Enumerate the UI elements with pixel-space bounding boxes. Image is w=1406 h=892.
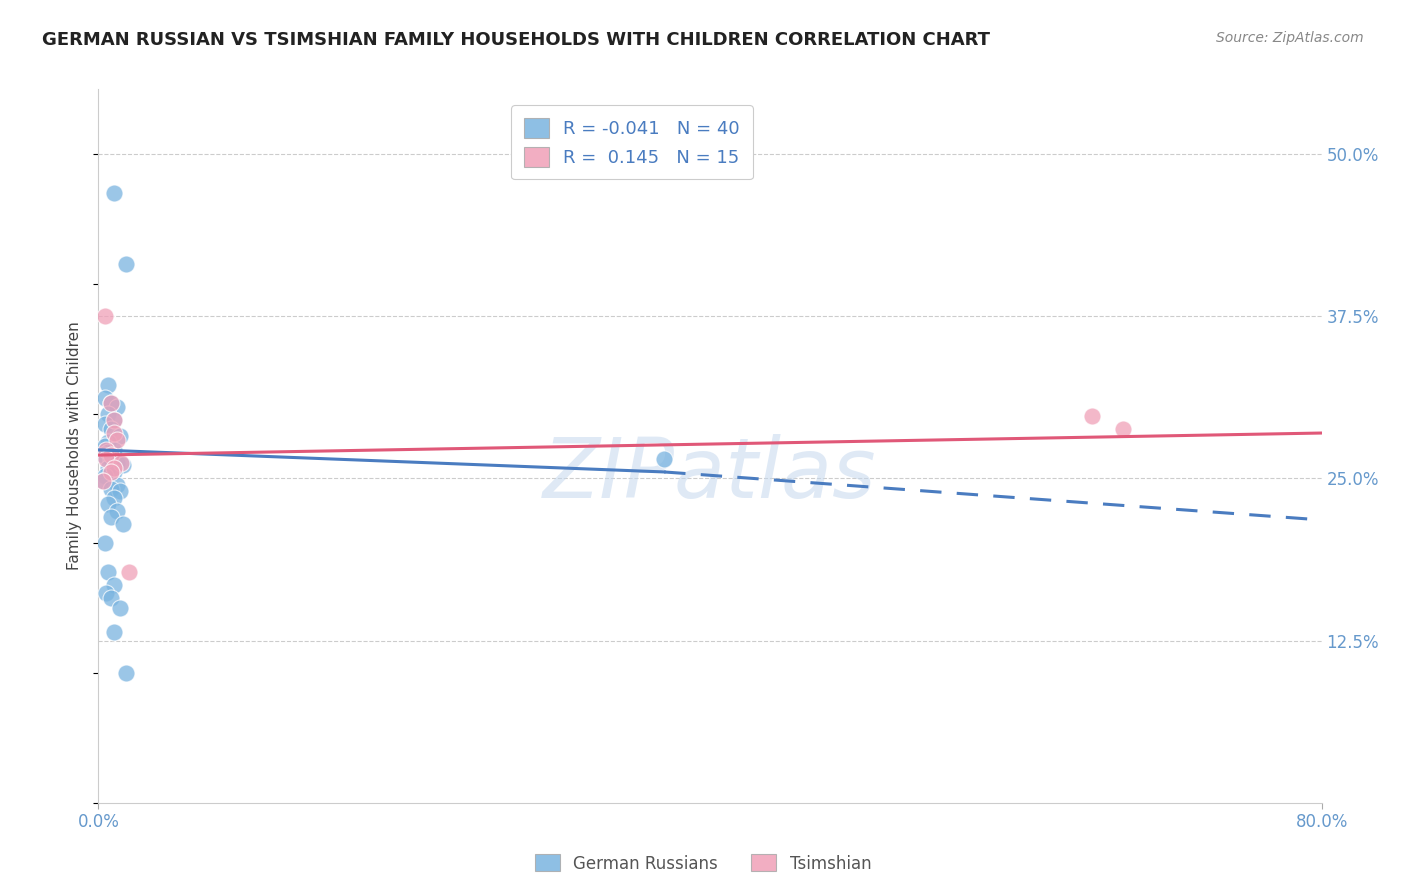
Point	[111, 458, 134, 473]
Point	[652, 452, 675, 467]
Point	[100, 422, 122, 436]
Point	[103, 491, 125, 505]
Point	[105, 433, 128, 447]
Point	[103, 461, 125, 475]
Point	[103, 624, 125, 639]
Point	[103, 186, 125, 200]
Point	[91, 474, 114, 488]
Legend: German Russians, Tsimshian: German Russians, Tsimshian	[529, 847, 877, 880]
Point	[97, 497, 120, 511]
Point	[105, 478, 128, 492]
Point	[97, 407, 120, 421]
Point	[118, 565, 141, 579]
Point	[93, 468, 115, 483]
Point	[91, 474, 114, 488]
Point	[103, 442, 125, 457]
Point	[100, 591, 122, 605]
Point	[115, 257, 138, 271]
Text: GERMAN RUSSIAN VS TSIMSHIAN FAMILY HOUSEHOLDS WITH CHILDREN CORRELATION CHART: GERMAN RUSSIAN VS TSIMSHIAN FAMILY HOUSE…	[42, 31, 990, 49]
Legend: R = -0.041   N = 40, R =  0.145   N = 15: R = -0.041 N = 40, R = 0.145 N = 15	[512, 105, 752, 179]
Point	[97, 461, 120, 475]
Point	[103, 465, 125, 479]
Point	[100, 510, 122, 524]
Point	[97, 445, 120, 459]
Point	[108, 601, 131, 615]
Point	[94, 442, 117, 457]
Point	[97, 435, 120, 450]
Point	[94, 452, 117, 467]
Point	[105, 504, 128, 518]
Point	[100, 465, 122, 479]
Point	[103, 413, 125, 427]
Point	[1081, 409, 1104, 424]
Point	[100, 448, 122, 462]
Point	[115, 666, 138, 681]
Point	[103, 413, 125, 427]
Y-axis label: Family Households with Children: Family Households with Children	[67, 322, 83, 570]
Point	[93, 439, 115, 453]
Text: ZIPatlas: ZIPatlas	[543, 434, 877, 515]
Point	[97, 565, 120, 579]
Text: Source: ZipAtlas.com: Source: ZipAtlas.com	[1216, 31, 1364, 45]
Point	[103, 578, 125, 592]
Point	[108, 484, 131, 499]
Point	[103, 425, 125, 440]
Point	[100, 396, 122, 410]
Point	[105, 400, 128, 414]
Point	[97, 378, 120, 392]
Point	[93, 391, 115, 405]
Point	[105, 456, 128, 470]
Point	[93, 417, 115, 431]
Point	[100, 482, 122, 496]
Point	[1112, 422, 1135, 436]
Point	[93, 310, 115, 324]
Point	[100, 396, 122, 410]
Point	[110, 456, 132, 470]
Point	[111, 516, 134, 531]
Point	[100, 452, 122, 467]
Point	[108, 428, 131, 442]
Point	[91, 448, 114, 462]
Point	[94, 585, 117, 599]
Point	[93, 536, 115, 550]
